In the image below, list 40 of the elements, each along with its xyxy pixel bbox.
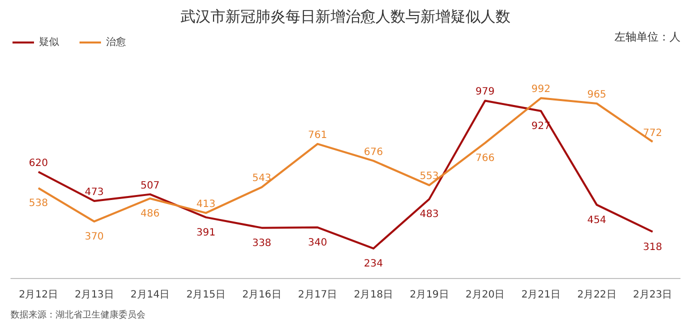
x-tick-label: 2月13日 — [74, 290, 114, 300]
data-label: 486 — [140, 208, 160, 220]
x-tick-label: 2月21日 — [521, 290, 560, 300]
data-label: 620 — [28, 158, 48, 169]
x-tick-label: 2月22日 — [577, 290, 616, 300]
data-label: 965 — [587, 89, 606, 100]
data-label: 538 — [28, 198, 48, 210]
data-label: 772 — [643, 128, 662, 139]
data-label: 413 — [196, 198, 216, 210]
data-label: 676 — [364, 146, 383, 158]
data-label: 507 — [140, 180, 160, 192]
x-tick-label: 2月12日 — [18, 290, 58, 300]
x-tick-label: 2月17日 — [298, 290, 338, 300]
data-label: 340 — [308, 237, 328, 248]
data-label: 543 — [252, 173, 272, 184]
legend-label: 治愈 — [106, 36, 126, 49]
data-label: 234 — [364, 258, 383, 270]
x-tick-label: 2月18日 — [354, 290, 393, 300]
data-label: 483 — [420, 209, 439, 220]
data-label: 370 — [84, 231, 104, 242]
data-label: 766 — [476, 152, 495, 164]
data-label: 391 — [196, 227, 216, 238]
data-label: 318 — [643, 242, 662, 253]
source-note: 数据来源：湖北省卫生健康委员会 — [10, 310, 146, 320]
x-tick-label: 2月16日 — [242, 290, 282, 300]
x-tick-label: 2月20日 — [466, 290, 505, 300]
text: 左轴单位：人 — [614, 30, 680, 44]
data-label: 761 — [308, 130, 328, 141]
data-label: 454 — [587, 214, 606, 226]
legend-label: 疑似 — [39, 36, 59, 49]
data-label: 979 — [476, 86, 495, 98]
x-tick-label: 2月23日 — [633, 290, 672, 300]
data-label: 992 — [531, 84, 550, 96]
data-label: 473 — [84, 187, 104, 198]
x-tick-label: 2月14日 — [130, 290, 170, 300]
data-label: 338 — [252, 238, 272, 249]
data-label: 553 — [420, 171, 439, 182]
chart-title: 武汉市新冠肺炎每日新增治愈人数与新增疑似人数 — [180, 8, 510, 26]
x-tick-label: 2月19日 — [410, 290, 449, 300]
x-tick-label: 2月15日 — [186, 290, 226, 300]
